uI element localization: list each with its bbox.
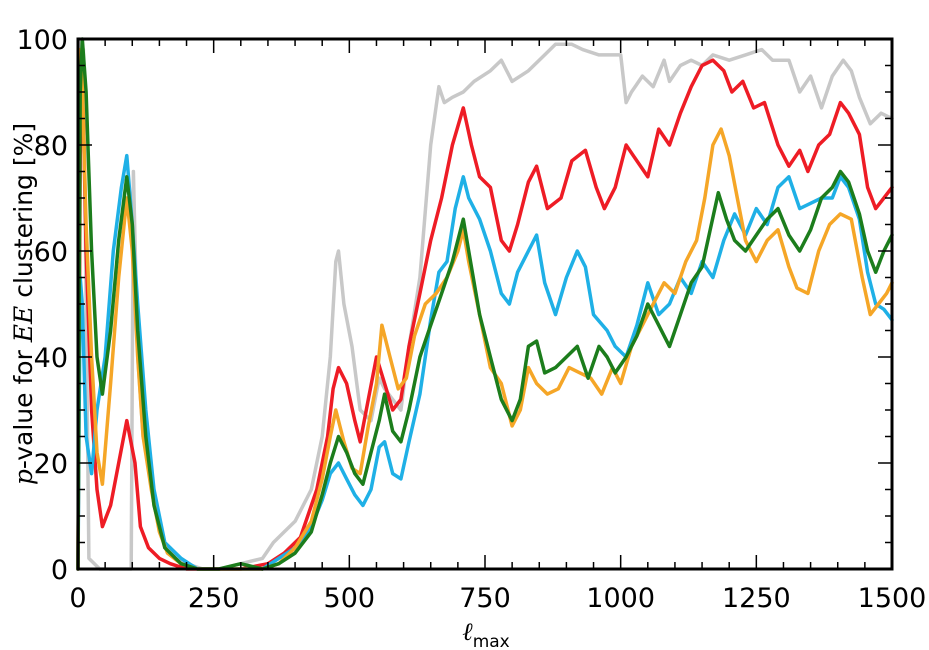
x-tick-label: 250 [188,583,240,614]
y-tick-label: 60 [34,237,68,268]
x-axis-title: ℓmax [462,617,509,650]
y-axis-title: p-value for EE clustering [%] [9,123,38,485]
x-tick-label: 1000 [586,583,655,614]
x-tick-label: 500 [324,583,376,614]
y-tick-label: 40 [34,343,68,374]
y-tick-label: 100 [16,25,68,56]
labels-layer: 0 250 500 750 1000 1250 1500 0 20 40 60 80 100 [16,25,926,614]
y-tick-label: 80 [34,131,68,162]
series-line-5 [76,37,894,571]
x-tick-label: 0 [69,583,86,614]
series-line-4 [76,47,894,571]
series-line-2 [76,58,894,571]
x-tick-label: 1500 [858,583,927,614]
y-tick-label: 0 [51,555,68,586]
series-layer [76,37,894,571]
y-tick-label: 20 [34,449,68,480]
plot-frame [76,37,894,571]
x-tick-label: 1250 [722,583,791,614]
x-tick-label: 750 [459,583,511,614]
